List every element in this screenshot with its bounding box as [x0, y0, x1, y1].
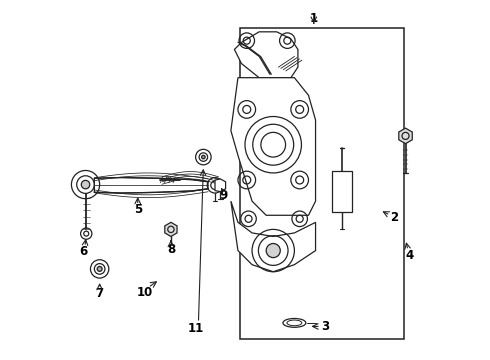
Text: 11: 11 — [188, 323, 204, 336]
Polygon shape — [215, 179, 225, 192]
Text: 6: 6 — [79, 246, 88, 258]
Polygon shape — [165, 222, 177, 237]
Text: 3: 3 — [321, 320, 329, 333]
Text: 4: 4 — [406, 249, 414, 262]
Polygon shape — [234, 32, 298, 78]
Bar — [240, 28, 404, 339]
Text: 9: 9 — [220, 189, 228, 202]
Circle shape — [97, 266, 102, 271]
Polygon shape — [95, 177, 208, 193]
Polygon shape — [231, 78, 316, 215]
Text: 10: 10 — [136, 287, 152, 300]
Text: 5: 5 — [134, 203, 142, 216]
Circle shape — [266, 243, 280, 258]
Text: 2: 2 — [390, 211, 398, 224]
Circle shape — [201, 155, 205, 159]
Text: 7: 7 — [96, 287, 104, 300]
Polygon shape — [231, 201, 316, 272]
Bar — [332, 171, 352, 212]
Text: 1: 1 — [310, 12, 318, 25]
Text: 8: 8 — [167, 243, 175, 256]
Circle shape — [81, 180, 90, 189]
